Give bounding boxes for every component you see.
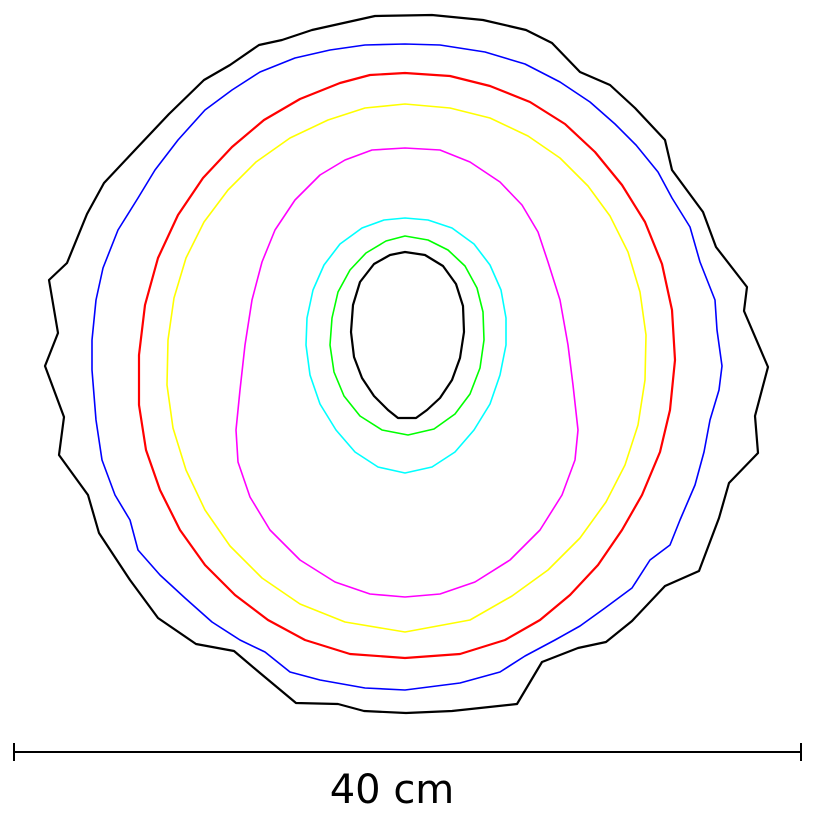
scale-bar-label: 40 cm: [329, 767, 455, 813]
contour-yellow: [166, 103, 647, 633]
contour-green: [329, 235, 485, 436]
contour-red: [137, 71, 677, 660]
contour-blue: [91, 43, 723, 691]
scale-bar: [13, 743, 802, 761]
contour-magenta: [235, 147, 579, 598]
contour-inner-black: [349, 250, 466, 420]
contour-outer-black: [43, 13, 770, 715]
contour-cyan: [305, 217, 507, 474]
